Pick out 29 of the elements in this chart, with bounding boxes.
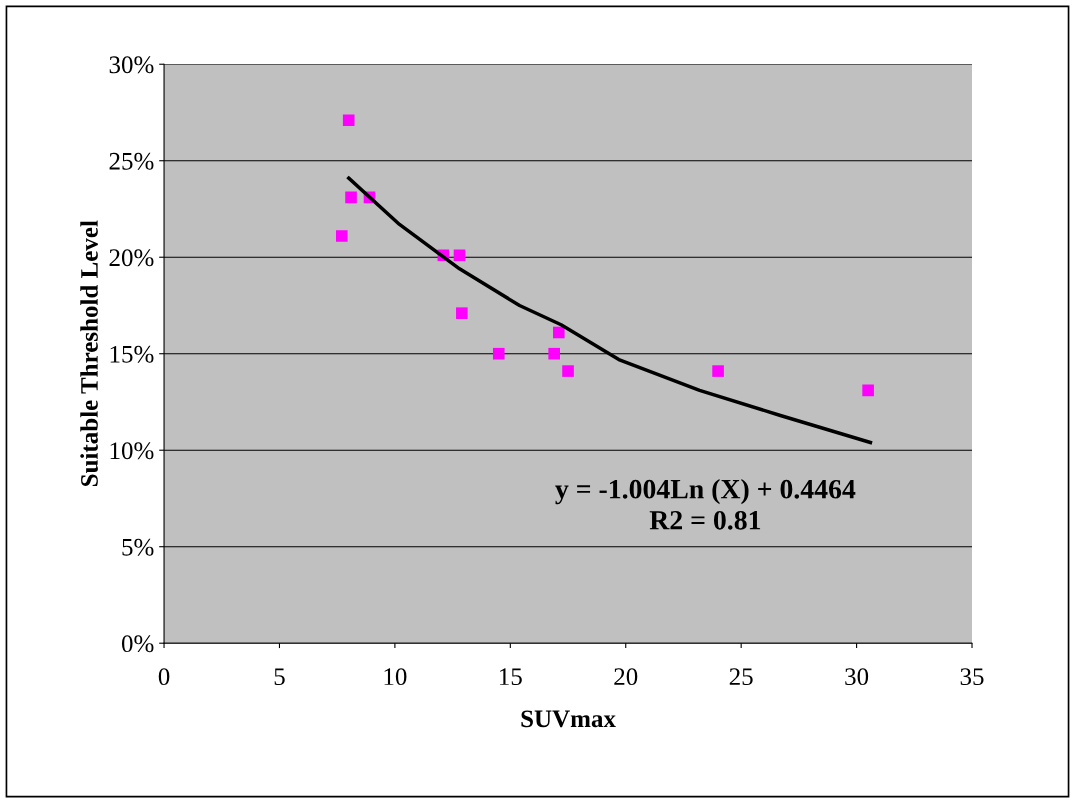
point	[335, 230, 348, 242]
point	[562, 365, 574, 377]
x-tick-label: 35	[960, 668, 984, 686]
point	[492, 347, 505, 360]
point	[345, 191, 357, 204]
x-tick-label: 30	[845, 668, 869, 686]
point	[456, 307, 468, 319]
x-tick-label: 5	[274, 668, 285, 686]
y-tick-label: 10%	[110, 442, 154, 460]
y-tick-label: 0%	[121, 635, 154, 653]
x-tick-label: 15	[500, 668, 522, 686]
x-tick-label: 10	[384, 668, 407, 686]
annotation: y = -1.004Ln (X) + 0.4464 R2 = 0.81	[555, 479, 856, 530]
x-tick-label: 25	[729, 668, 753, 686]
x-tick-label: 0	[158, 668, 170, 686]
x-axis-title: SUVmax	[521, 710, 616, 728]
point	[342, 114, 355, 127]
point	[712, 365, 724, 377]
point	[453, 249, 466, 262]
x-tick-label: 20	[614, 668, 638, 686]
point	[548, 347, 560, 360]
y-tick-label: 25%	[109, 152, 154, 170]
y-tick-label: 15%	[110, 345, 154, 363]
y-axis-title: Suitable Threshold Level	[80, 220, 98, 486]
point	[552, 326, 565, 339]
y-tick-label: 20%	[109, 249, 154, 267]
point	[862, 384, 874, 397]
y-tick-label: 5%	[122, 538, 154, 556]
y-tick-label: 30%	[109, 56, 154, 74]
